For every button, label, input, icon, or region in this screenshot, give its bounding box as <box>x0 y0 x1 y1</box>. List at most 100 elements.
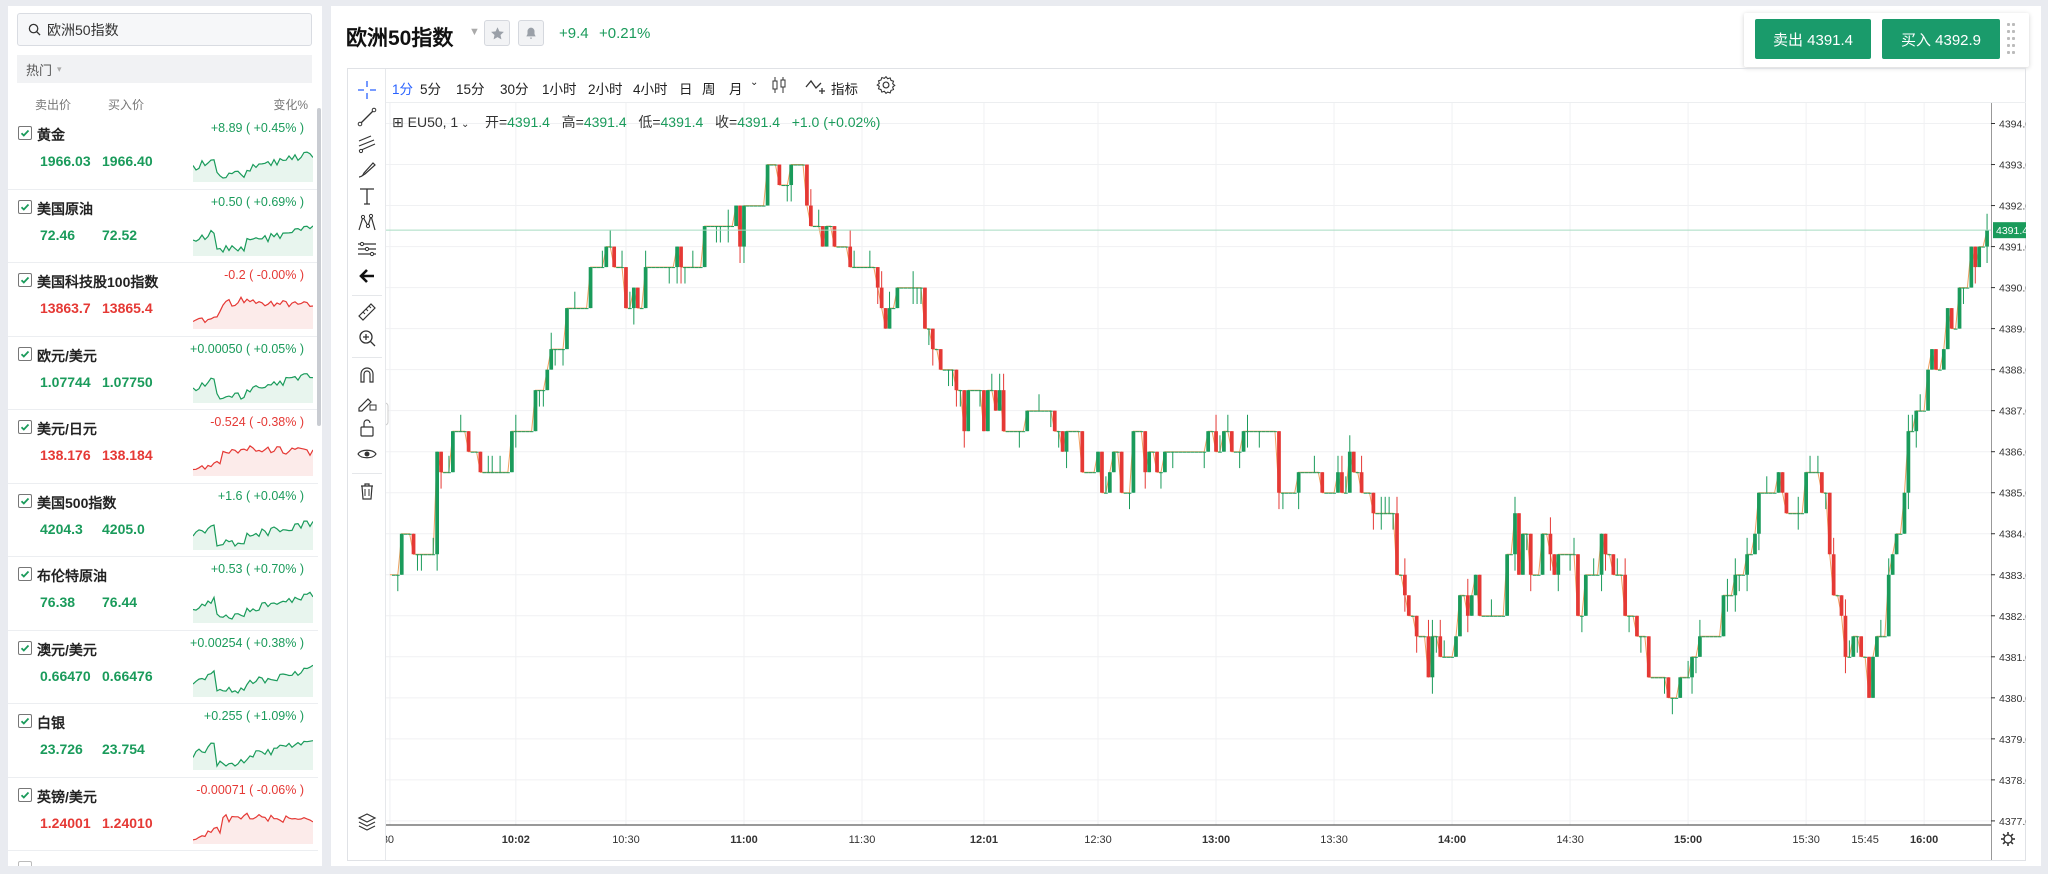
text-tool[interactable] <box>354 183 380 209</box>
candle-body <box>962 390 967 432</box>
pattern-tool[interactable] <box>354 210 380 236</box>
tf-5m[interactable]: 5分 <box>420 82 442 97</box>
checkbox[interactable] <box>18 861 32 866</box>
checkbox[interactable] <box>18 640 32 655</box>
indicator-label[interactable]: 指标 <box>831 82 858 97</box>
crosshair-tool[interactable] <box>354 77 380 103</box>
back-button[interactable] <box>354 263 380 289</box>
watchlist-row[interactable]: 白银 23.726 23.754 +0.255 ( +1.09% ) <box>8 704 318 778</box>
alert-button[interactable] <box>518 20 544 46</box>
candle-body <box>1509 554 1513 556</box>
tf-30m[interactable]: 30分 <box>500 82 529 97</box>
bid-price[interactable]: 13863.7 <box>40 300 91 316</box>
visibility-tool[interactable] <box>354 441 380 467</box>
chart-type-button[interactable] <box>770 75 788 98</box>
ask-price[interactable]: 76.44 <box>102 594 138 610</box>
brush-tool[interactable] <box>354 157 380 183</box>
checkbox[interactable] <box>18 493 32 508</box>
candle-body <box>974 390 978 392</box>
search-input[interactable]: 欧洲50指数 <box>17 13 312 46</box>
candles <box>391 164 1989 715</box>
checkbox[interactable] <box>18 420 32 434</box>
tf-month[interactable]: 月 <box>729 82 743 97</box>
category-dropdown[interactable]: 热门 ▾ <box>17 55 312 83</box>
tf-1m[interactable]: 1分 <box>392 82 414 97</box>
trendline-tool[interactable] <box>354 104 380 130</box>
buy-button[interactable]: 买入 4392.9 <box>1882 19 2000 59</box>
watchlist-row[interactable]: 美国500指数 4204.3 4205.0 +1.6 ( +0.04% ) <box>8 484 318 557</box>
tf-day[interactable]: 日 <box>679 82 693 97</box>
bid-price[interactable]: 1.07744 <box>40 373 91 390</box>
ask-price[interactable]: 1.07750 <box>102 373 153 390</box>
chevron-down-icon[interactable]: ▼ <box>469 26 480 38</box>
watchlist-row-partial[interactable] <box>8 851 318 866</box>
candle-body <box>628 308 632 310</box>
layers-tool[interactable] <box>354 809 380 835</box>
favorite-button[interactable] <box>484 20 510 46</box>
bid-price[interactable]: 0.66470 <box>40 667 91 684</box>
bid-price[interactable]: 4204.3 <box>40 520 83 537</box>
checkbox[interactable] <box>18 199 32 214</box>
lock-tool[interactable] <box>354 415 380 441</box>
checkbox[interactable] <box>18 714 32 728</box>
axis-settings-gear-icon[interactable] <box>2001 832 2015 846</box>
ask-price[interactable]: 4205.0 <box>102 520 145 537</box>
settings-button[interactable] <box>876 75 896 98</box>
watchlist-row[interactable]: 布伦特原油 76.38 76.44 +0.53 ( +0.70% ) <box>8 557 318 631</box>
checkbox[interactable] <box>18 126 32 140</box>
watchlist-row[interactable]: 黄金 1966.03 1966.40 +8.89 ( +0.45% ) <box>8 116 318 190</box>
candle-body <box>923 287 927 329</box>
expand-icon[interactable]: ⊞ <box>392 114 404 130</box>
instrument-name: 美国500指数 <box>37 494 117 511</box>
sell-button[interactable]: 卖出 4391.4 <box>1755 19 1871 59</box>
bid-price[interactable]: 1.24001 <box>40 814 91 831</box>
delete-tool[interactable] <box>354 478 380 504</box>
tf-week[interactable]: 周 <box>702 82 716 97</box>
tf-15m[interactable]: 15分 <box>456 82 485 97</box>
checkbox[interactable] <box>18 346 32 361</box>
measure-tool[interactable] <box>354 299 380 325</box>
ask-price[interactable]: 1.24010 <box>102 814 153 831</box>
bid-price[interactable]: 23.726 <box>40 741 83 757</box>
chevron-down-icon[interactable]: ⌄ <box>458 119 470 130</box>
checkbox[interactable] <box>18 273 32 287</box>
bid-price[interactable]: 72.46 <box>40 226 76 243</box>
ask-price[interactable]: 138.184 <box>102 447 153 463</box>
watchlist-scrollbar[interactable] <box>317 108 321 426</box>
drag-handle[interactable] <box>2007 23 2017 57</box>
ask-price[interactable]: 1966.40 <box>102 153 153 169</box>
candle-body <box>399 533 404 575</box>
magnet-tool[interactable] <box>354 362 380 388</box>
bid-price[interactable]: 138.176 <box>40 447 91 463</box>
candle-body <box>1953 328 1958 330</box>
ask-price[interactable]: 13865.4 <box>102 300 153 316</box>
candle-body <box>631 287 636 309</box>
zoom-tool[interactable] <box>354 325 380 351</box>
ask-price[interactable]: 0.66476 <box>102 667 153 684</box>
watchlist-row[interactable]: 澳元/美元 0.66470 0.66476 +0.00254 ( +0.38% … <box>8 631 318 704</box>
tf-4h[interactable]: 4小时 <box>633 82 668 97</box>
tf-2h[interactable]: 2小时 <box>588 82 623 97</box>
chevron-down-icon[interactable]: ⌄ <box>750 77 759 88</box>
tf-1h[interactable]: 1小时 <box>542 82 577 97</box>
checkbox[interactable] <box>18 567 32 581</box>
symbol-label[interactable]: EU50, 1 <box>407 114 459 130</box>
candle-body <box>1206 431 1211 452</box>
bid-price[interactable]: 1966.03 <box>40 153 91 169</box>
panel-collapse-handle[interactable] <box>386 402 389 426</box>
lock-drawing-tool[interactable] <box>354 389 380 415</box>
indicator-button[interactable] <box>804 75 828 98</box>
fib-tool[interactable] <box>354 131 380 157</box>
watchlist-row[interactable]: 欧元/美元 1.07744 1.07750 +0.00050 ( +0.05% … <box>8 337 318 410</box>
price-axis[interactable]: 4377.0 4378.0 4379.0 4380.0 4381.0 4382.0 4383… <box>1991 103 2026 860</box>
price-chart[interactable]: 30 10:02 10:30 11:00 11:30 12:01 12:30 13:00 13:… <box>386 103 1991 860</box>
watchlist-row[interactable]: 美元/日元 138.176 138.184 -0.524 ( -0.38% ) <box>8 410 318 484</box>
checkbox[interactable] <box>18 787 32 802</box>
ask-price[interactable]: 23.754 <box>102 741 145 757</box>
watchlist-row[interactable]: 美国科技股100指数 13863.7 13865.4 -0.2 ( -0.00%… <box>8 263 318 337</box>
ask-price[interactable]: 72.52 <box>102 226 138 243</box>
watchlist-row[interactable]: 英镑/美元 1.24001 1.24010 -0.00071 ( -0.06% … <box>8 778 318 851</box>
projection-tool[interactable] <box>354 236 380 262</box>
watchlist-row[interactable]: 美国原油 72.46 72.52 +0.50 ( +0.69% ) <box>8 190 318 263</box>
bid-price[interactable]: 76.38 <box>40 594 76 610</box>
